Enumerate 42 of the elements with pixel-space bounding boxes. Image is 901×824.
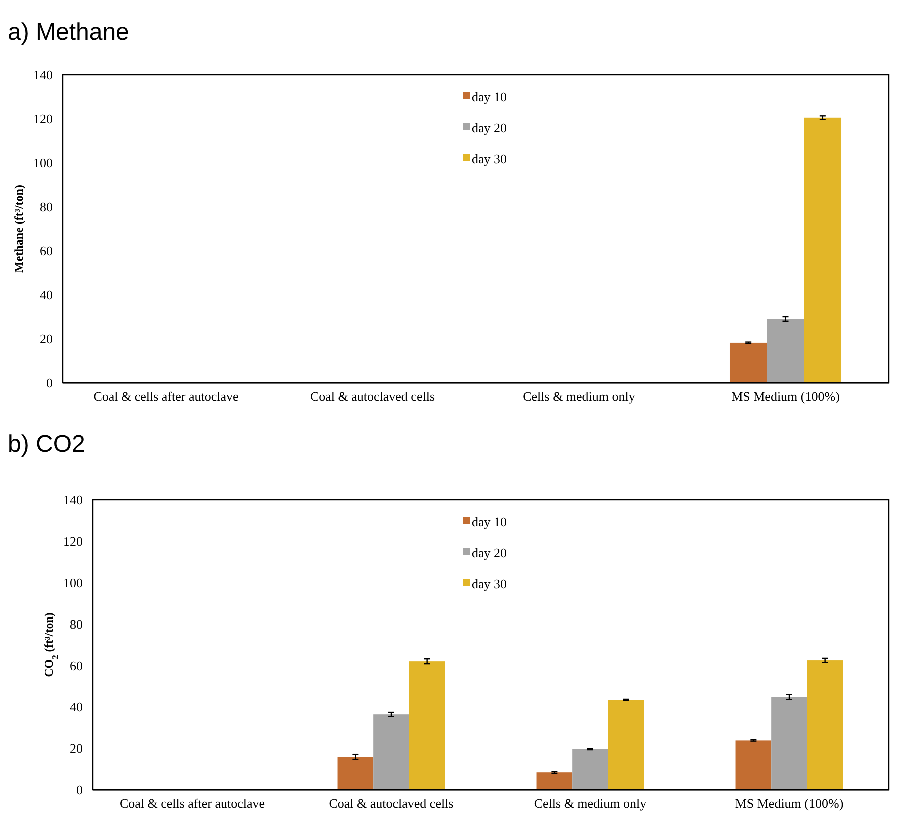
y-tick-label: 0: [76, 782, 83, 798]
y-tick-label: 60: [70, 658, 83, 674]
y-tick-label: 40: [70, 700, 83, 715]
y-tick-label: 140: [34, 68, 53, 83]
legend-label: day 30: [472, 576, 508, 592]
bar: [409, 662, 446, 790]
bar: [772, 697, 808, 790]
x-tick-label: MS Medium (100%): [735, 796, 844, 811]
legend-label: day 20: [472, 546, 508, 561]
x-tick-label: Coal & autoclaved cells: [329, 796, 454, 811]
y-tick-label: 60: [40, 244, 53, 259]
bar: [572, 749, 608, 790]
y-axis-title: Methane (ft³/ton): [12, 185, 26, 273]
x-tick-label: Coal & cells after autoclave: [94, 389, 240, 404]
y-tick-label: 140: [64, 492, 83, 508]
bar: [338, 757, 374, 790]
y-tick-label: 80: [40, 200, 53, 215]
y-tick-label: 80: [70, 616, 83, 632]
bar: [807, 660, 844, 790]
legend-label: day 10: [472, 90, 508, 105]
x-tick-label: Coal & cells after autoclave: [120, 796, 266, 811]
y-tick-label: 100: [34, 156, 53, 171]
bar: [374, 714, 410, 790]
y-tick-label: 20: [70, 741, 83, 756]
y-tick-label: 100: [64, 575, 83, 590]
legend-label: day 30: [472, 152, 508, 167]
chart-title: b) CO2: [8, 431, 86, 458]
y-tick-label: 20: [40, 332, 53, 347]
x-tick-label: Cells & medium only: [534, 796, 648, 811]
x-tick-label: MS Medium (100%): [732, 389, 840, 404]
x-tick-label: Coal & autoclaved cells: [310, 389, 436, 404]
y-tick-label: 0: [46, 376, 53, 391]
chart-title: a) Methane: [8, 19, 130, 46]
x-tick-label: Cells & medium only: [523, 389, 636, 404]
legend-label: day 10: [472, 514, 508, 530]
y-tick-label: 40: [40, 288, 53, 303]
y-tick-label: 120: [34, 112, 53, 127]
bar: [736, 740, 772, 790]
bar: [536, 772, 573, 790]
y-tick-label: 120: [64, 534, 83, 549]
bar: [608, 700, 644, 790]
legend-label: day 20: [472, 120, 508, 136]
